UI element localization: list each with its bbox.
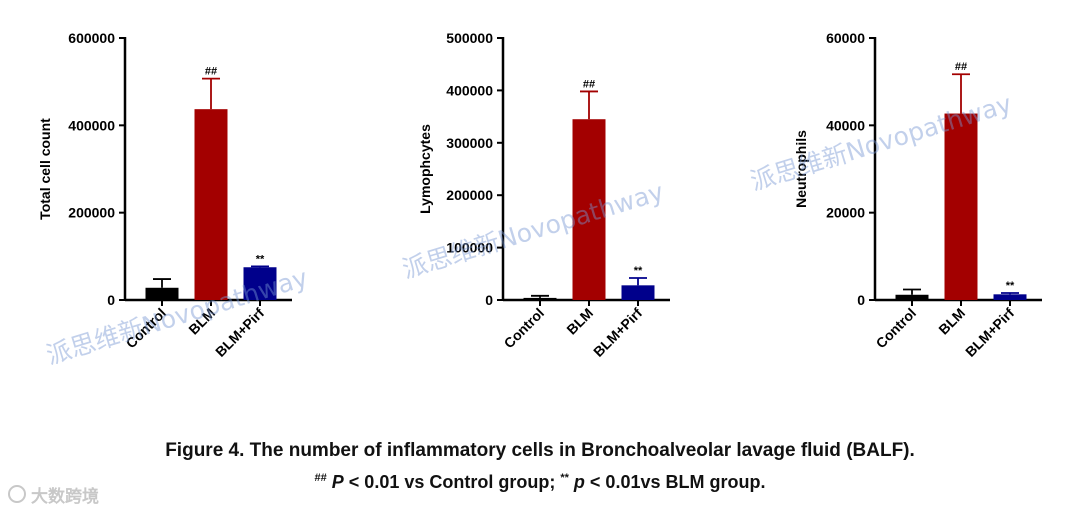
chart-2-y-axis-label: Neutrophils [793, 130, 809, 208]
chart-1-y-tick-label: 0 [485, 292, 493, 308]
brand-logo: 大数跨境 [8, 483, 99, 507]
chart-2-y-tick-label: 0 [857, 292, 865, 308]
figure-caption-title: Figure 4. The number of inflammatory cel… [165, 440, 915, 461]
caption-p-1: P [331, 472, 344, 492]
chart-0-y-axis-label: Total cell count [37, 118, 53, 220]
chart-2-bar-2 [993, 294, 1027, 300]
chart-0-y-tick-label: 600000 [68, 30, 115, 46]
chart-2-y-tick-label: 60000 [826, 30, 865, 46]
chart-1-bar-1 [572, 119, 606, 300]
chart-2-x-tick-label: Control [873, 305, 920, 352]
chart-0-bar-1 [194, 109, 228, 300]
chart-0-bar-0 [145, 287, 179, 300]
chart-0-y-tick-label: 400000 [68, 117, 115, 133]
chart-2-x-tick-label: BLM [935, 305, 968, 338]
chart-0-bar-2 [243, 267, 277, 300]
chart-1-y-tick-label: 300000 [446, 135, 493, 151]
chart-0-y-tick-label: 200000 [68, 205, 115, 221]
figure-caption-significance: ## P < 0.01 vs Control group; ** p < 0.0… [0, 472, 1080, 493]
caption-text-1: < 0.01 vs Control group; [343, 472, 561, 492]
chart-1-y-tick-label: 200000 [446, 187, 493, 203]
chart-1-x-tick-label: Control [501, 305, 548, 352]
chart-2-bar-1 [944, 113, 978, 300]
chart-0-significance-label: ## [205, 66, 217, 78]
caption-text-2: < 0.01vs BLM group [584, 472, 761, 492]
chart-0-significance-label: ** [256, 253, 265, 265]
chart-1-x-tick-label: BLM [563, 305, 596, 338]
caption-p-2: p [573, 472, 585, 492]
chart-1-bar-0 [523, 297, 557, 300]
chart-1-bar-2 [621, 285, 655, 300]
logo-text: 大数跨境 [31, 486, 99, 507]
chart-2-significance-label: ## [955, 61, 967, 73]
chart-2-significance-label: ** [1006, 280, 1015, 292]
chart-1-y-tick-label: 400000 [446, 82, 493, 98]
chart-1-x-tick-label: BLM+Pirf [590, 305, 645, 360]
chart-1-y-tick-label: 100000 [446, 240, 493, 256]
chart-2-x-tick-label: BLM+Pirf [962, 305, 1017, 360]
chart-2-y-tick-label: 40000 [826, 117, 865, 133]
logo-ring-icon [8, 485, 26, 503]
chart-1-significance-label: ** [634, 265, 643, 277]
caption-sup-hash: ## [314, 472, 327, 484]
chart-1-y-axis-label: Lymophcytes [417, 124, 433, 214]
chart-1-significance-label: ## [583, 78, 595, 90]
caption-end: . [760, 472, 766, 492]
chart-2-bar-0 [895, 294, 929, 300]
chart-2-y-tick-label: 20000 [826, 205, 865, 221]
caption-sup-star: ** [560, 472, 569, 484]
chart-1-y-tick-label: 500000 [446, 30, 493, 46]
chart-0-y-tick-label: 0 [107, 292, 115, 308]
